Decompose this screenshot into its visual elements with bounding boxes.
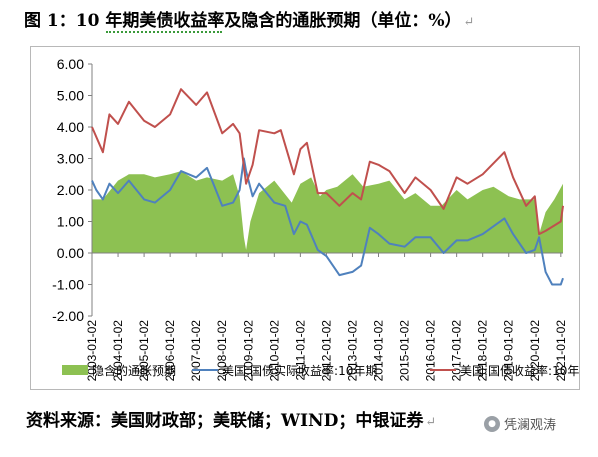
series-line-nominal-yield [91,88,564,236]
y-tick-label: 4.00 [57,119,84,135]
chart: 6.005.004.003.002.001.000.00-1.00-2.0020… [52,56,579,382]
x-tick-label: 2004-01-02 [111,320,125,382]
x-tick-label: 2020-01-02 [528,320,542,382]
series-line-real-yield [91,157,564,286]
y-tick-label: 0.00 [57,245,84,261]
y-tick-label: -2.00 [52,308,84,324]
y-tick-label: -1.00 [52,277,84,293]
legend-label: 隐含的通胀预期 [92,363,176,378]
x-tick-label: 2006-01-02 [163,320,177,382]
x-tick-label: 2012-01-02 [319,320,333,382]
wechat-icon: ● [484,415,500,432]
x-tick-label: 2016-01-02 [424,320,438,382]
series-area-breakeven [92,171,563,253]
x-tick-label: 2010-01-02 [267,320,281,382]
y-tick-label: 5.00 [57,88,84,104]
x-tick-label: 2021-01-02 [554,320,568,382]
source-text: 资料来源：美国财政部；美联储；WIND；中银证券 [26,411,424,431]
y-tick-label: 2.00 [57,182,84,198]
x-tick-label: 2014-01-02 [372,320,386,382]
watermark-text: 凭澜观涛 [504,418,557,433]
x-tick-label: 2009-01-02 [241,320,255,382]
paragraph-mark-icon: ↵ [463,15,475,30]
figure-title-text: 图 1：10 年期美债收益率及隐含的通胀预期（单位：%） [24,11,462,31]
legend-label: 美国:国债收益率:10年 [460,363,579,378]
y-tick-label: 3.00 [57,151,84,167]
x-tick-label: 2017-01-02 [450,320,464,382]
x-tick-label: 2005-01-02 [137,320,151,382]
y-tick-label: 1.00 [57,214,84,230]
source-note: 资料来源：美国财政部；美联储；WIND；中银证券 ↵ [26,406,436,431]
watermark: ● 凭澜观涛 [484,414,556,433]
x-tick-label: 2015-01-02 [398,320,412,382]
figure-title: 图 1：10 年期美债收益率及隐含的通胀预期（单位：%） ↵ [24,6,474,31]
spellcheck-underline [106,31,222,33]
x-tick-label: 2019-01-02 [502,320,516,382]
legend-label: 美国:国债实际收益率:10年期 [222,363,377,378]
x-tick-label: 2018-01-02 [476,320,490,382]
x-tick-label: 2013-01-02 [345,320,359,382]
y-tick-label: 6.00 [57,56,84,72]
source-paragraph-mark-icon: ↵ [425,415,437,430]
x-tick-label: 2003-01-02 [85,320,99,382]
x-tick-label: 2008-01-02 [215,320,229,382]
x-tick-label: 2007-01-02 [189,320,203,382]
x-tick-label: 2011-01-02 [293,320,307,381]
legend-swatch [62,365,88,375]
